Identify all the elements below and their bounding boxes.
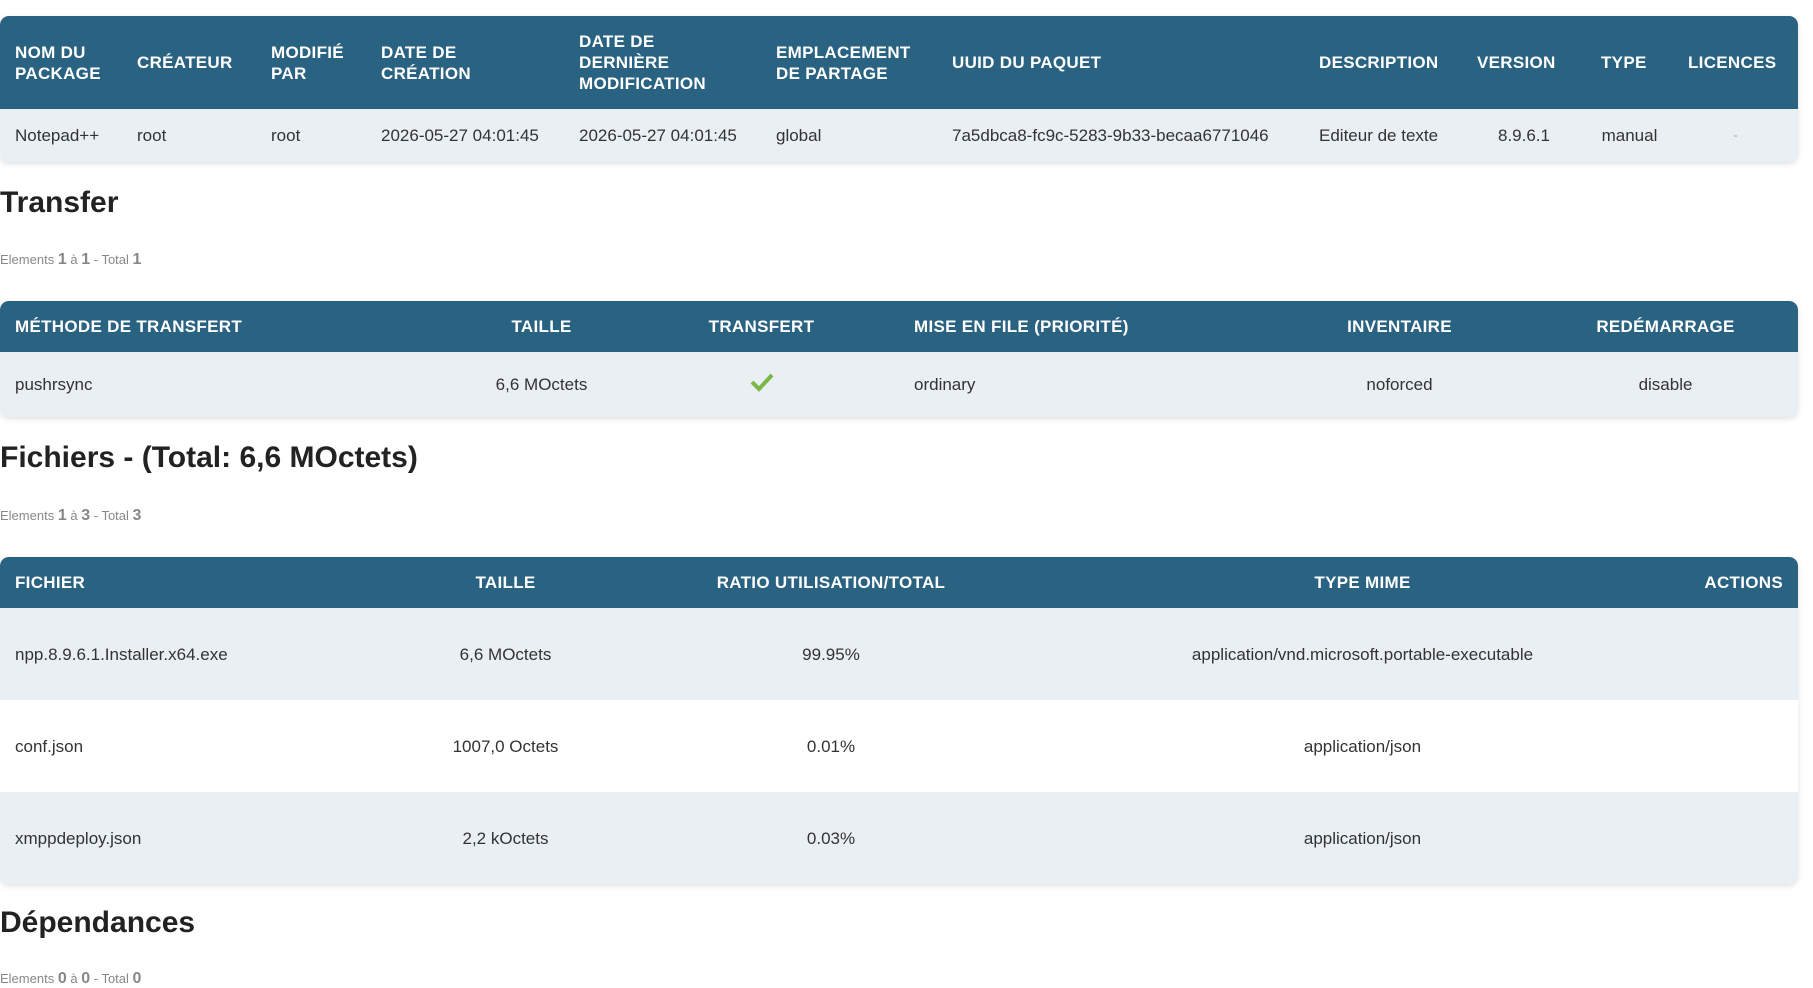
header-cell: Type MIME (1314, 573, 1411, 592)
table-cell: application/json (1303, 828, 1422, 848)
pagination-part: à (70, 252, 78, 267)
header-row: Fichier Taille Ratio utilisation/total Type… (0, 557, 1798, 608)
header-row: Méthode de transfert Taille Transfert Mise … (0, 301, 1798, 352)
table-cell: 2026-05-27 04:01:45 (381, 126, 539, 145)
table-cell: global (776, 126, 822, 145)
pagination-part: Elements (0, 508, 55, 523)
header-row: Nom du package Créateur Modifié par Date de… (0, 16, 1798, 109)
pagination: Elements 1 à 3 - Total 3 (0, 507, 141, 525)
table-cell: 0.03% (806, 828, 856, 848)
table-cell: - (1733, 128, 1738, 142)
pagination: Elements 0 à 0 - Total 0 (0, 970, 141, 988)
pagination-part: 3 (132, 507, 142, 524)
section-title: Transfer (0, 186, 119, 219)
table-cell: xmppdeploy.json (15, 828, 142, 848)
header-cell: Date de dernière modification (579, 32, 706, 93)
table-cell: 8.9.6.1 (1498, 126, 1550, 145)
header-cell: Type (1601, 53, 1647, 72)
table-cell: root (137, 126, 167, 145)
pagination-part: 1 (57, 251, 67, 268)
table-cell: 0.01% (806, 736, 856, 756)
table-cell: 2026-05-27 04:01:45 (579, 126, 737, 145)
header-cell: Emplacement de partage (776, 42, 911, 83)
table-cell: pushrsync (15, 375, 93, 394)
pagination-part: Elements (0, 252, 55, 267)
table-cell: 2,2 kOctets (462, 828, 549, 848)
pagination-part: 1 (132, 251, 142, 268)
header-cell: Version (1477, 53, 1556, 72)
header-cell: UUID du paquet (952, 53, 1102, 72)
pagination-part: 1 (57, 507, 67, 524)
header-cell: Taille (475, 573, 536, 592)
table-cell: application/vnd.microsoft.portable-execu… (1191, 644, 1534, 664)
header-cell: Mise en file (priorité) (914, 317, 1129, 336)
table-cell: Editeur de texte (1319, 126, 1439, 145)
header-cell: Licences (1688, 53, 1777, 72)
header-cell: Description (1319, 53, 1439, 72)
table-cell: application/json (1303, 736, 1422, 756)
header-cell: Créateur (137, 53, 233, 72)
table-cell: root (271, 126, 301, 145)
pagination-part: à (70, 508, 78, 523)
header-cell: Actions (1704, 573, 1783, 592)
table-row: pushrsync 6,6 MOctets ordinary noforced disa… (0, 352, 1798, 417)
table-row: conf.json 1007,0 Octets 0.01% application/j… (0, 700, 1798, 792)
pagination-part: 3 (81, 507, 91, 524)
header-cell: Redémarrage (1596, 317, 1735, 336)
pagination-part: - Total (93, 252, 129, 267)
table-row: npp.8.9.6.1.Installer.x64.exe 6,6 MOctets… (0, 608, 1798, 700)
pagination: Elements 1 à 1 - Total 1 (0, 251, 141, 269)
header-cell: Transfert (708, 317, 815, 336)
check-icon (750, 373, 773, 392)
header-cell: Fichier (15, 573, 86, 592)
header-cell: Nom du package (15, 42, 101, 83)
header-cell: Modifié par (271, 42, 344, 83)
header-cell: Ratio utilisation/total (716, 573, 946, 592)
pagination-part: 1 (81, 251, 91, 268)
table-cell: disable (1638, 375, 1693, 394)
table-cell: npp.8.9.6.1.Installer.x64.exe (15, 644, 228, 664)
package-table: Nom du package Créateur Modifié par Date de… (0, 16, 1798, 162)
header-cell: Taille (511, 317, 572, 336)
table-cell: conf.json (15, 736, 84, 756)
header-cell: Inventaire (1347, 317, 1452, 336)
section-title: Dépendances (0, 906, 196, 939)
table-cell: 6,6 MOctets (495, 375, 588, 394)
table-cell: 99.95% (802, 644, 860, 664)
header-cell: Méthode de transfert (15, 317, 242, 336)
header-cell: Date de création (381, 42, 471, 83)
transfer-table: Méthode de transfert Taille Transfert Mise … (0, 301, 1798, 417)
pagination-part: - Total (93, 508, 129, 523)
table-cell: 1007,0 Octets (452, 736, 559, 756)
table-cell: manual (1601, 126, 1658, 145)
table-cell (624, 372, 899, 397)
table-cell: 7a5dbca8-fc9c-5283-9b33-becaa6771046 (952, 126, 1269, 145)
table-row: Notepad++ root root 2026-05-27 04:01:45 2026… (0, 109, 1798, 162)
table-cell: Notepad++ (15, 126, 100, 145)
table-cell: noforced (1366, 375, 1433, 394)
files-table: Fichier Taille Ratio utilisation/total Type… (0, 557, 1798, 884)
table-cell: 6,6 MOctets (459, 644, 552, 664)
table-row: xmppdeploy.json 2,2 kOctets 0.03% applicati… (0, 792, 1798, 884)
table-cell: ordinary (914, 375, 976, 394)
section-title: Fichiers - (Total: 6,6 MOctets) (0, 441, 418, 474)
